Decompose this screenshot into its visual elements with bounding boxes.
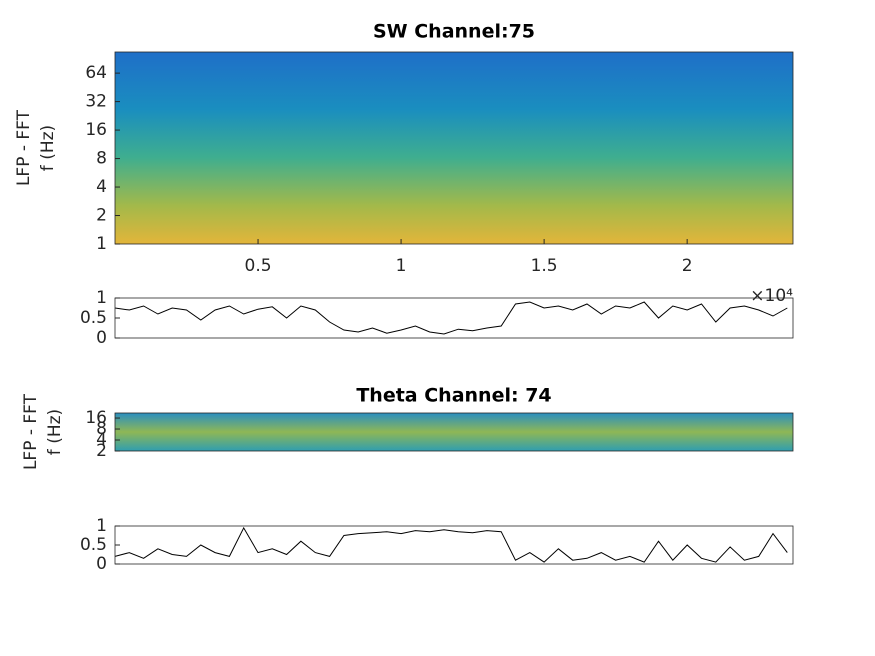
spectrogram-image [115,52,793,244]
axes-box [114,412,794,452]
axes-box [114,525,794,565]
spectrogram-image [115,413,793,451]
x-tick-label: 1.5 [531,256,558,276]
y-tick-label: 32 [85,92,107,112]
y-tick-label: 0 [96,554,107,574]
y-tick-label: 0.5 [80,535,107,555]
y-tick-label: 4 [96,177,107,197]
x-tick-label: 2 [682,256,693,276]
y-tick-label: 64 [85,63,107,83]
y-axis-label: LFP - FFT [21,393,41,470]
y-axis-label: f (Hz) [38,125,58,171]
y-tick-label: 1 [96,234,107,254]
y-tick-label: 16 [85,120,107,140]
y-tick-label: 2 [96,206,107,226]
x-tick-label: 0.5 [245,256,272,276]
y-tick-label: 8 [96,149,107,169]
y-axis-label: f (Hz) [45,409,65,455]
y-tick-label: 1 [96,516,107,536]
y-axis-label: LFP - FFT [14,109,34,186]
trace-line [114,301,788,335]
y-tick-label: 0.5 [80,308,107,328]
axes-box [114,297,794,339]
y-tick-label: 1 [96,288,107,308]
trace-line [114,526,788,563]
y-tick-label: 16 [85,408,107,428]
axes-box [114,51,794,245]
y-tick-label: 2 [96,441,107,461]
chart-title: SW Channel:75 [373,21,535,43]
y-tick-label: 4 [96,430,107,450]
y-tick-label: 0 [96,328,107,348]
y-tick-label: 8 [96,419,107,439]
x-exponent: ×10⁴ [750,286,793,306]
x-tick-label: 1 [396,256,407,276]
chart-title: Theta Channel: 74 [356,385,551,407]
